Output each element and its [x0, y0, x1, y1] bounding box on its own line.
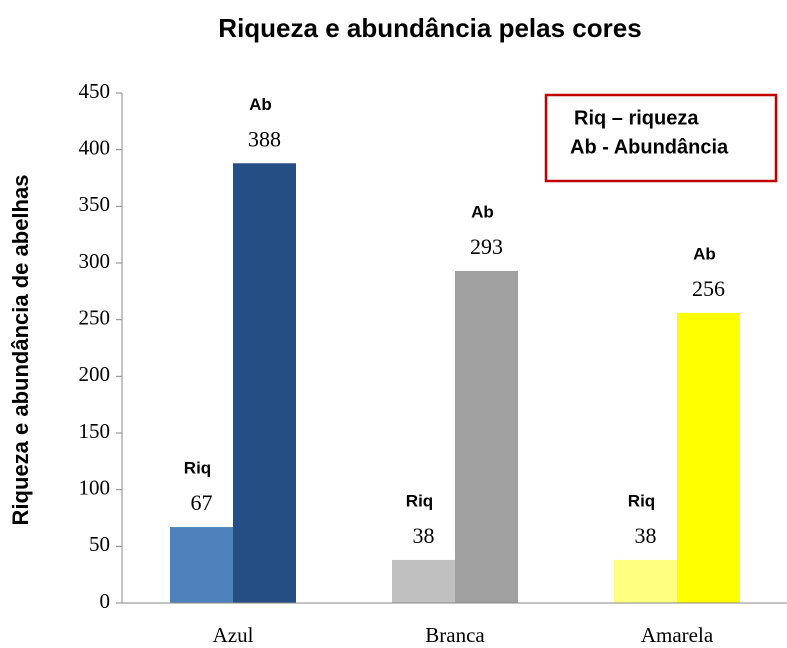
y-axis-title: Riqueza e abundância de abelhas — [8, 175, 33, 526]
legend-text: Ab - Abundância — [570, 136, 729, 158]
series-label: Riq — [628, 491, 655, 510]
series-label: Riq — [184, 459, 211, 478]
value-label: 38 — [635, 523, 657, 548]
chart-title: Riqueza e abundância pelas cores — [218, 13, 641, 43]
bar — [455, 270, 518, 603]
value-label: 388 — [248, 126, 281, 151]
y-tick-label: 250 — [79, 305, 111, 329]
series-label: Riq — [406, 491, 433, 510]
legend-box — [544, 93, 778, 183]
x-tick-label: Amarela — [641, 623, 714, 647]
y-tick-label: 0 — [100, 589, 111, 613]
value-label: 293 — [470, 234, 503, 259]
y-tick-label: 50 — [89, 532, 110, 556]
value-label: 256 — [692, 276, 725, 301]
bar — [614, 559, 677, 603]
bar — [677, 312, 740, 603]
y-tick-label: 300 — [79, 249, 111, 273]
y-tick-label: 450 — [79, 79, 111, 103]
legend-text: Riq – riqueza — [574, 107, 699, 129]
bar — [233, 163, 296, 603]
bar — [170, 527, 233, 603]
series-label: Ab — [249, 95, 272, 114]
y-tick-label: 400 — [79, 135, 111, 159]
y-tick-label: 150 — [79, 419, 111, 443]
series-label: Ab — [693, 244, 716, 263]
x-tick-label: Azul — [213, 623, 254, 647]
x-tick-label: Branca — [425, 623, 485, 647]
y-tick-label: 350 — [79, 192, 111, 216]
y-tick-label: 100 — [79, 475, 111, 499]
y-tick-label: 200 — [79, 362, 111, 386]
series-label: Ab — [471, 202, 494, 221]
value-label: 67 — [191, 490, 213, 515]
bar — [392, 559, 455, 603]
value-label: 38 — [413, 523, 435, 548]
